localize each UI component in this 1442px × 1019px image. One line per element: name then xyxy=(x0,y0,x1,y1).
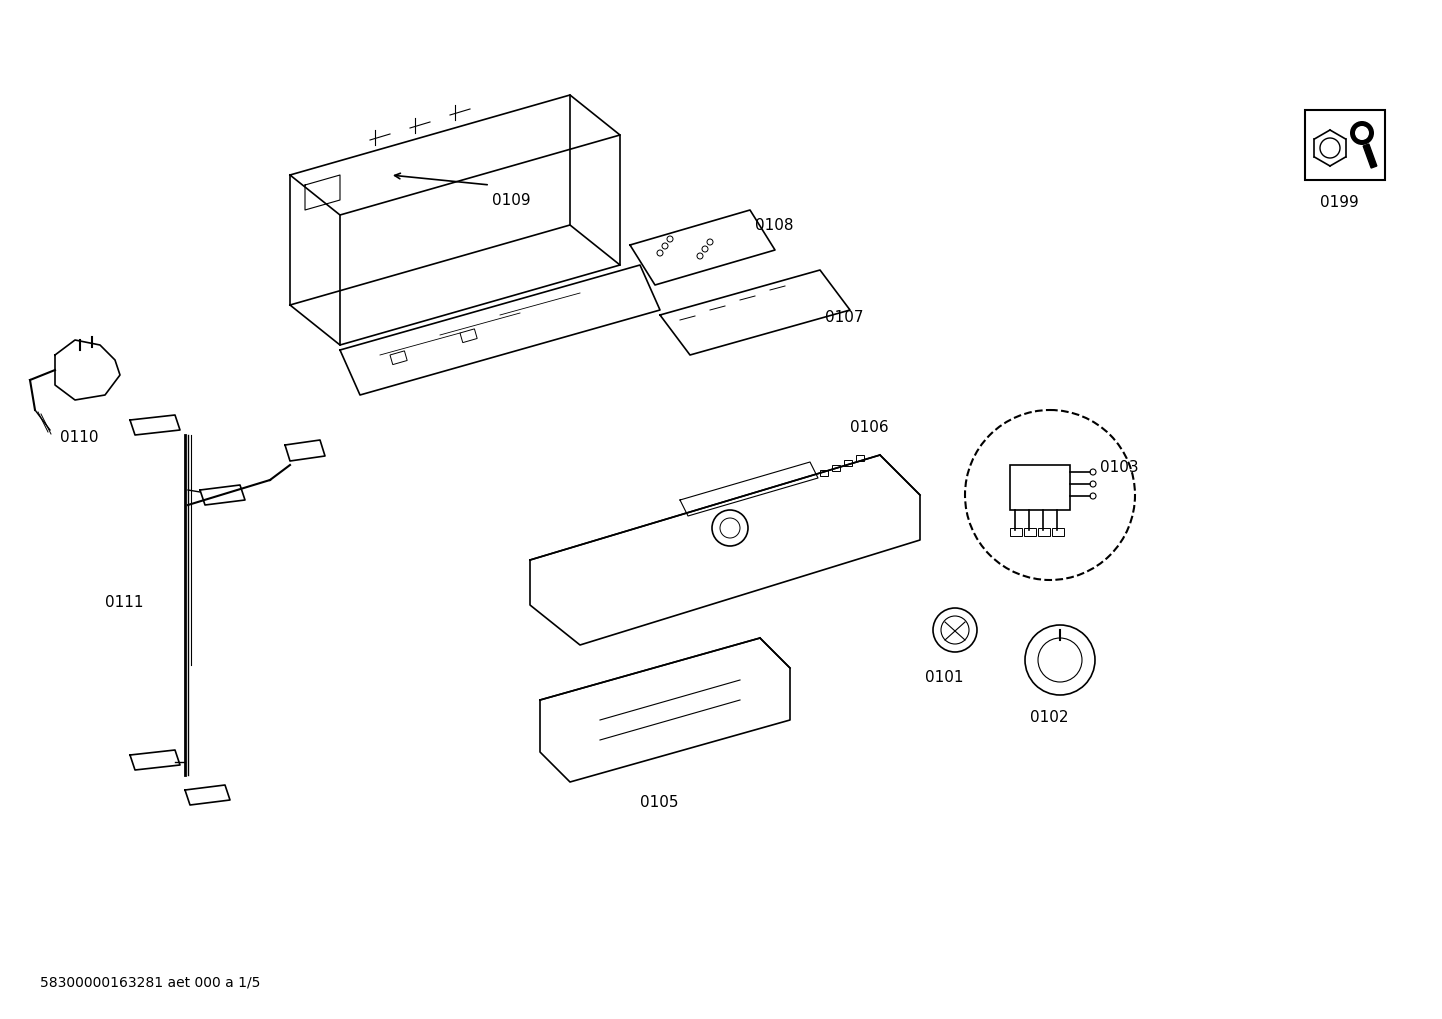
Bar xyxy=(1305,110,1384,180)
Bar xyxy=(460,329,477,342)
Bar xyxy=(1009,528,1022,536)
Text: 0105: 0105 xyxy=(640,795,679,810)
Text: 0108: 0108 xyxy=(756,218,793,233)
Text: 0109: 0109 xyxy=(492,193,531,208)
Circle shape xyxy=(1355,126,1368,140)
Text: 0111: 0111 xyxy=(105,595,144,610)
Bar xyxy=(857,455,864,461)
Text: 0199: 0199 xyxy=(1319,195,1358,210)
Bar xyxy=(820,470,828,476)
Text: 0107: 0107 xyxy=(825,310,864,325)
Bar xyxy=(844,460,852,466)
Bar xyxy=(832,465,841,471)
Text: 0101: 0101 xyxy=(924,671,963,685)
FancyArrow shape xyxy=(1363,144,1377,168)
Text: 0110: 0110 xyxy=(61,430,98,445)
Bar xyxy=(389,351,407,365)
Bar xyxy=(1024,528,1035,536)
Bar xyxy=(1038,528,1050,536)
Circle shape xyxy=(1350,121,1374,145)
Bar xyxy=(1053,528,1064,536)
Text: 0103: 0103 xyxy=(1100,460,1139,475)
Text: 0106: 0106 xyxy=(849,420,888,435)
Text: 58300000163281 aet 000 a 1/5: 58300000163281 aet 000 a 1/5 xyxy=(40,976,261,990)
Text: 0102: 0102 xyxy=(1030,710,1069,725)
Bar xyxy=(1009,465,1070,510)
